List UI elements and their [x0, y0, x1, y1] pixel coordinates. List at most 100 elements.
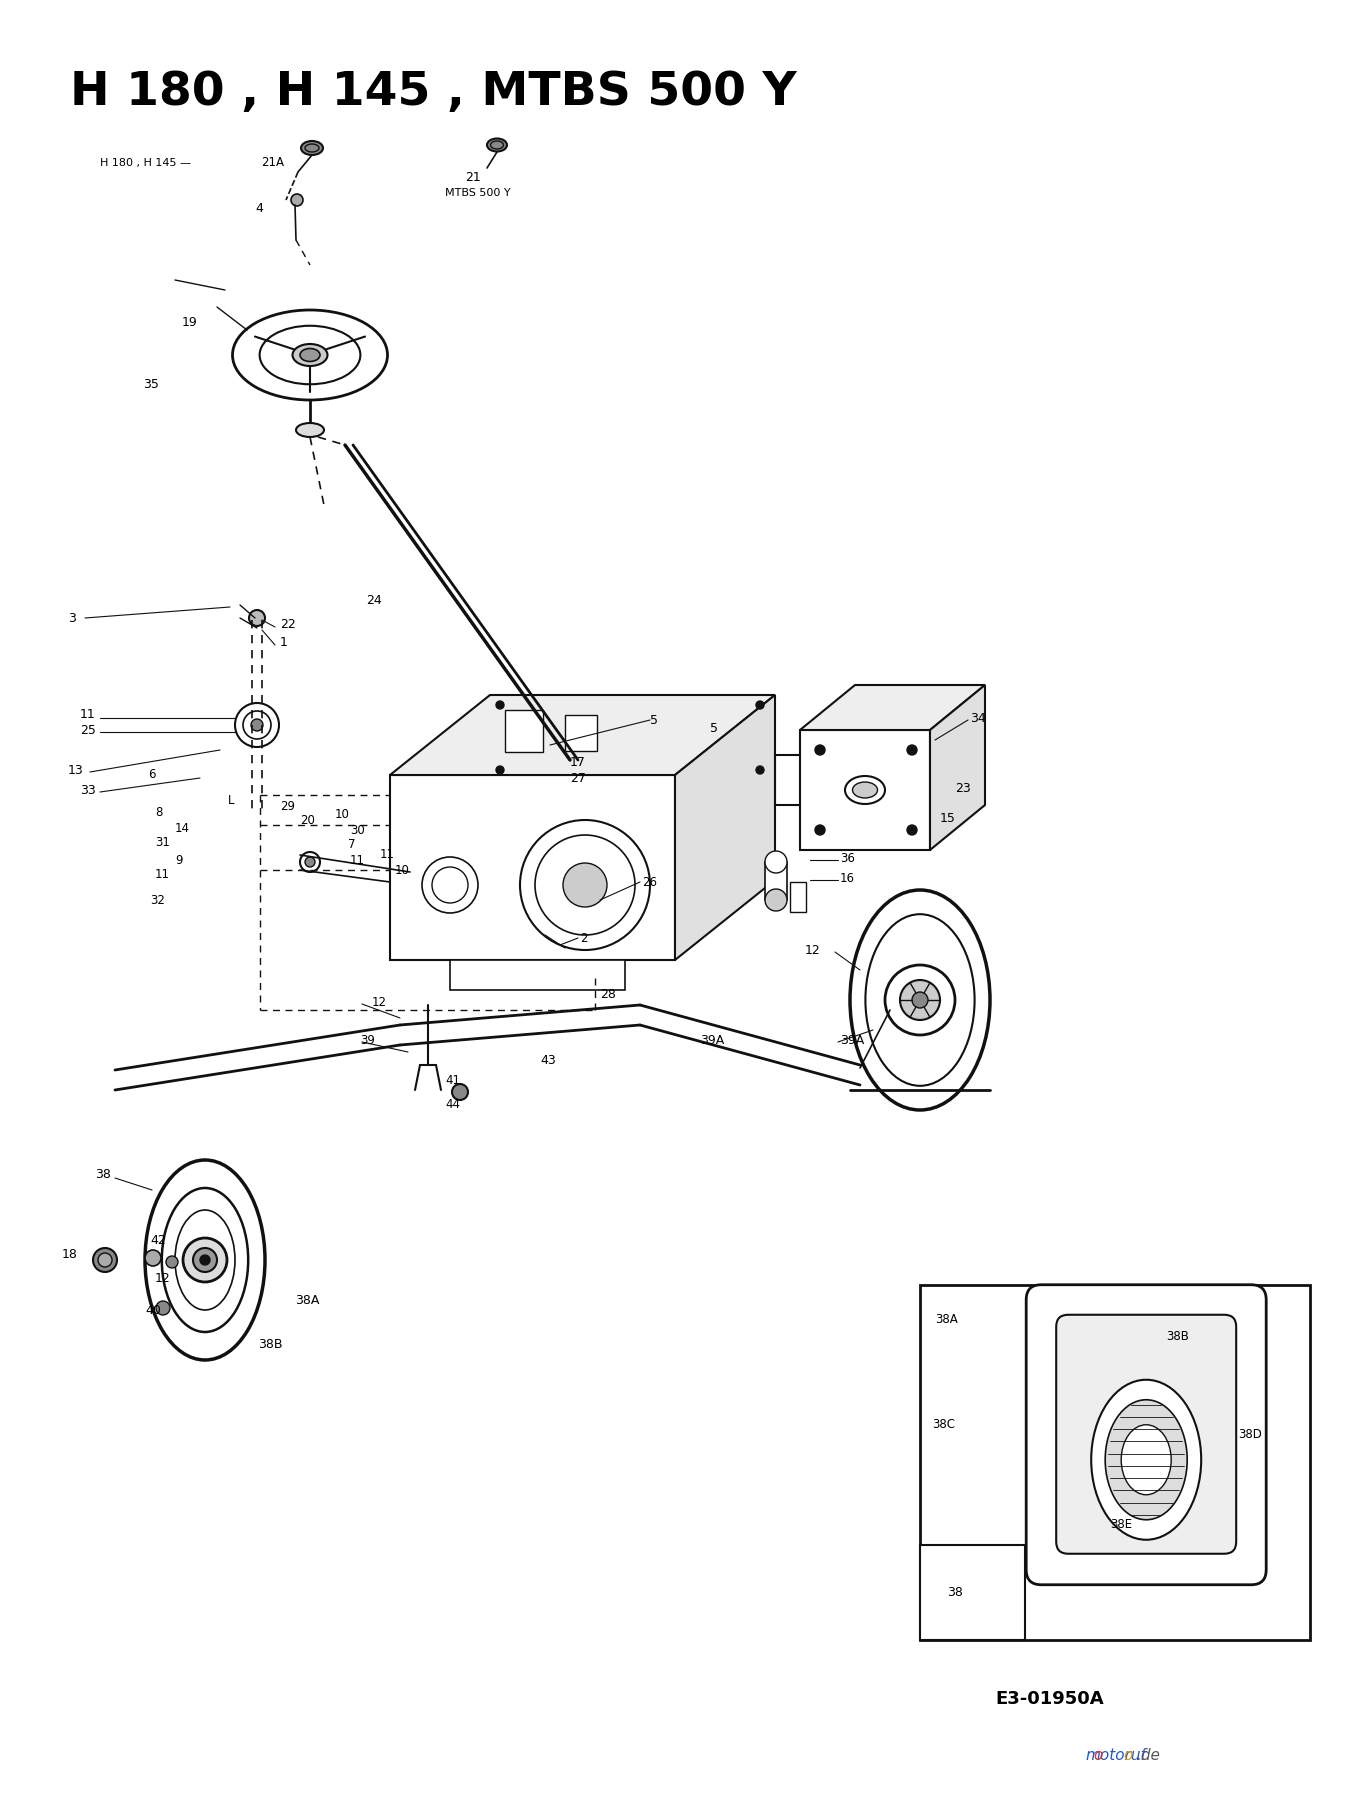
Ellipse shape: [850, 889, 990, 1111]
Circle shape: [236, 704, 279, 747]
Ellipse shape: [1121, 1426, 1171, 1494]
Bar: [789, 882, 806, 913]
Text: 14: 14: [175, 821, 190, 835]
Circle shape: [452, 1084, 468, 1100]
Circle shape: [97, 1253, 112, 1267]
Text: o: o: [1094, 1748, 1104, 1762]
Ellipse shape: [845, 776, 886, 805]
Text: 22: 22: [280, 619, 295, 632]
Text: 42: 42: [150, 1233, 165, 1246]
Text: 38B: 38B: [1166, 1330, 1189, 1343]
Circle shape: [900, 979, 940, 1021]
Ellipse shape: [487, 139, 506, 151]
Text: 17: 17: [570, 756, 586, 769]
Text: 12: 12: [154, 1271, 171, 1285]
Text: 15: 15: [940, 812, 956, 824]
Polygon shape: [390, 695, 774, 776]
Text: 40: 40: [145, 1303, 161, 1316]
Text: 31: 31: [154, 837, 169, 850]
Text: 29: 29: [280, 801, 295, 814]
Circle shape: [200, 1255, 210, 1265]
Circle shape: [250, 718, 263, 731]
Ellipse shape: [260, 326, 360, 383]
Text: 12: 12: [806, 943, 821, 956]
Circle shape: [301, 851, 320, 871]
Text: motoruf: motoruf: [1085, 1748, 1145, 1762]
Polygon shape: [930, 686, 984, 850]
Bar: [565, 715, 597, 751]
Text: 3: 3: [68, 612, 76, 625]
Text: 23: 23: [955, 781, 971, 794]
Ellipse shape: [175, 1210, 236, 1310]
Circle shape: [194, 1247, 217, 1273]
Circle shape: [907, 745, 917, 754]
Circle shape: [291, 194, 303, 205]
Text: 16: 16: [839, 871, 854, 884]
Text: 38A: 38A: [295, 1294, 320, 1307]
Ellipse shape: [145, 1159, 265, 1361]
Text: 6: 6: [148, 769, 156, 781]
Ellipse shape: [301, 140, 324, 155]
Text: 39A: 39A: [839, 1033, 864, 1046]
Ellipse shape: [161, 1188, 248, 1332]
Text: 32: 32: [150, 893, 165, 907]
Text: 38D: 38D: [1238, 1427, 1262, 1442]
Circle shape: [886, 965, 955, 1035]
Text: 26: 26: [642, 875, 657, 889]
Text: 35: 35: [144, 378, 158, 392]
Text: 11: 11: [154, 869, 171, 882]
Ellipse shape: [292, 344, 328, 365]
Text: .de: .de: [1136, 1748, 1160, 1762]
FancyBboxPatch shape: [1056, 1314, 1236, 1553]
Text: 38: 38: [946, 1586, 963, 1598]
Bar: [505, 709, 543, 752]
Text: 11: 11: [380, 848, 395, 862]
Circle shape: [520, 821, 650, 950]
Text: 19: 19: [181, 315, 198, 328]
Ellipse shape: [865, 914, 975, 1085]
Ellipse shape: [490, 140, 504, 149]
Circle shape: [535, 835, 635, 934]
Circle shape: [145, 1249, 161, 1265]
Text: 38C: 38C: [932, 1418, 955, 1431]
Text: 38A: 38A: [936, 1312, 957, 1327]
Circle shape: [167, 1256, 177, 1267]
Text: 33: 33: [80, 783, 96, 796]
Polygon shape: [390, 776, 676, 959]
Text: 9: 9: [175, 853, 183, 866]
Polygon shape: [450, 959, 626, 990]
Bar: [919, 1544, 1025, 1640]
Text: o: o: [1122, 1748, 1132, 1762]
Circle shape: [432, 868, 468, 904]
Text: 8: 8: [154, 806, 162, 819]
Circle shape: [183, 1238, 227, 1282]
Text: 38B: 38B: [259, 1339, 283, 1352]
Circle shape: [815, 824, 825, 835]
Text: 20: 20: [301, 814, 315, 826]
Circle shape: [496, 700, 504, 709]
Text: 36: 36: [839, 851, 854, 864]
Text: 30: 30: [349, 824, 364, 837]
Circle shape: [765, 889, 787, 911]
Text: 24: 24: [366, 594, 382, 607]
Text: 21: 21: [464, 171, 481, 184]
Text: MTBS 500 Y: MTBS 500 Y: [445, 187, 510, 198]
Circle shape: [496, 767, 504, 774]
Text: 41: 41: [445, 1073, 460, 1087]
Text: 13: 13: [68, 763, 84, 776]
Polygon shape: [800, 686, 984, 731]
Circle shape: [93, 1247, 116, 1273]
Circle shape: [756, 767, 764, 774]
Ellipse shape: [301, 349, 320, 362]
Circle shape: [563, 862, 607, 907]
Circle shape: [242, 711, 271, 740]
Text: 43: 43: [540, 1053, 555, 1066]
Text: L: L: [227, 794, 234, 806]
Circle shape: [305, 857, 315, 868]
Text: 44: 44: [445, 1098, 460, 1111]
Text: 11: 11: [80, 709, 96, 722]
Text: 25: 25: [80, 724, 96, 736]
Circle shape: [249, 610, 265, 626]
Text: 7: 7: [348, 839, 356, 851]
Text: 12: 12: [372, 995, 387, 1008]
